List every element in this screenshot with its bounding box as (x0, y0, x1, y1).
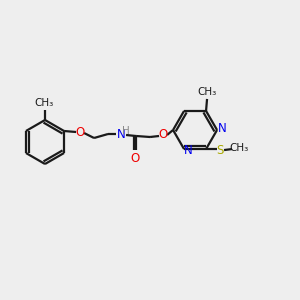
Text: N: N (184, 144, 192, 157)
Text: H: H (122, 126, 130, 136)
Text: O: O (158, 128, 168, 142)
Text: CH₃: CH₃ (34, 98, 54, 108)
Text: N: N (218, 122, 226, 136)
Text: CH₃: CH₃ (197, 87, 217, 97)
Text: O: O (130, 152, 140, 164)
Text: O: O (75, 127, 85, 140)
Text: CH₃: CH₃ (230, 143, 249, 153)
Text: N: N (117, 128, 125, 142)
Text: S: S (216, 144, 224, 157)
